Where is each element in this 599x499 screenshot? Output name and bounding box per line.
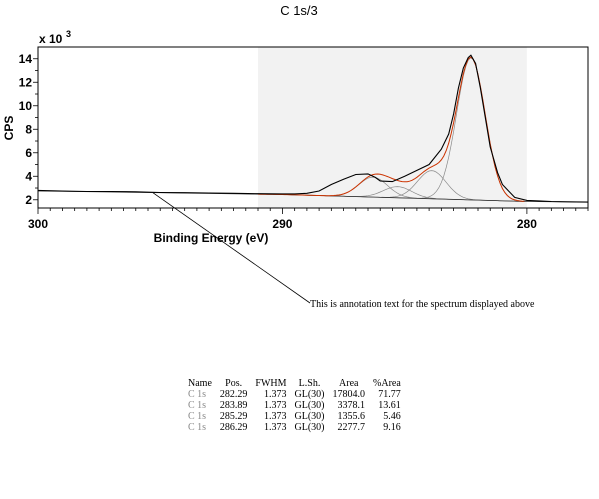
y-multiplier-exponent: 3 — [66, 29, 71, 39]
cell-area: 1355.6 — [337, 411, 366, 422]
table-row: C 1s 285.29 1.373 GL(30) 1355.6 5.46 — [184, 411, 405, 422]
cell-name: C 1s — [188, 422, 207, 433]
y-tick-label: 8 — [25, 122, 32, 136]
header-fwhm: FWHM — [255, 378, 287, 389]
x-tick-label: 280 — [517, 217, 537, 231]
y-tick-label: 6 — [25, 146, 32, 160]
cell-area: 3378.1 — [337, 400, 366, 411]
header-name: Name — [188, 378, 212, 389]
annotation-text: This is annotation text for the spectrum… — [310, 299, 535, 310]
table-row: C 1s 283.89 1.373 GL(30) 3378.1 13.61 — [184, 400, 405, 411]
y-tick-label: 10 — [19, 99, 33, 113]
cell-lineshape: GL(30) — [294, 400, 325, 411]
cell-fwhm: 1.373 — [264, 400, 287, 411]
cell-lineshape: GL(30) — [294, 411, 325, 422]
cell-fwhm: 1.373 — [264, 411, 287, 422]
cell-pos: 282.29 — [219, 389, 248, 400]
y-tick-label: 2 — [25, 193, 32, 207]
peak-table-grid: Name Pos. FWHM L.Sh. Area %Area C 1s 282… — [184, 378, 405, 433]
cell-percent-area: 9.16 — [383, 422, 401, 433]
header-lineshape: L.Sh. — [298, 378, 321, 389]
y-multiplier: x 10 — [39, 32, 63, 46]
cell-area: 17804.0 — [332, 389, 366, 400]
cell-pos: 286.29 — [219, 422, 248, 433]
cell-name: C 1s — [188, 400, 207, 411]
spectrum-line — [37, 54, 589, 203]
plot-frame — [37, 46, 589, 209]
table-row: C 1s 286.29 1.373 GL(30) 2277.7 9.16 — [184, 422, 405, 433]
peak-table: Name Pos. FWHM L.Sh. Area %Area C 1s 282… — [184, 378, 405, 433]
cell-fwhm: 1.373 — [264, 389, 287, 400]
cell-percent-area: 71.77 — [378, 389, 401, 400]
y-tick-label: 12 — [19, 75, 33, 89]
table-row: C 1s 282.29 1.373 GL(30) 17804.0 71.77 — [184, 389, 405, 400]
cell-pos: 283.89 — [219, 400, 248, 411]
x-tick-label: 300 — [28, 217, 48, 231]
header-pos: Pos. — [225, 378, 243, 389]
annotation-leader-line — [152, 192, 311, 304]
chart-title: C 1s/3 — [280, 3, 318, 18]
y-tick-label: 14 — [19, 52, 33, 66]
peak-table-header-row: Name Pos. FWHM L.Sh. Area %Area — [184, 378, 405, 389]
y-tick-label: 4 — [25, 169, 32, 183]
cell-percent-area: 5.46 — [383, 411, 401, 422]
x-axis-label: Binding Energy (eV) — [154, 231, 269, 245]
cell-fwhm: 1.373 — [264, 422, 287, 433]
cell-name: C 1s — [188, 389, 207, 400]
header-area: Area — [339, 378, 359, 389]
cell-name: C 1s — [188, 411, 207, 422]
cell-percent-area: 13.61 — [378, 400, 401, 411]
cell-pos: 285.29 — [219, 411, 248, 422]
x-tick-label: 290 — [272, 217, 292, 231]
cell-lineshape: GL(30) — [294, 422, 325, 433]
cell-lineshape: GL(30) — [294, 389, 325, 400]
header-percent-area: %Area — [373, 378, 401, 389]
y-axis-label: CPS — [2, 116, 16, 141]
cell-area: 2277.7 — [337, 422, 366, 433]
